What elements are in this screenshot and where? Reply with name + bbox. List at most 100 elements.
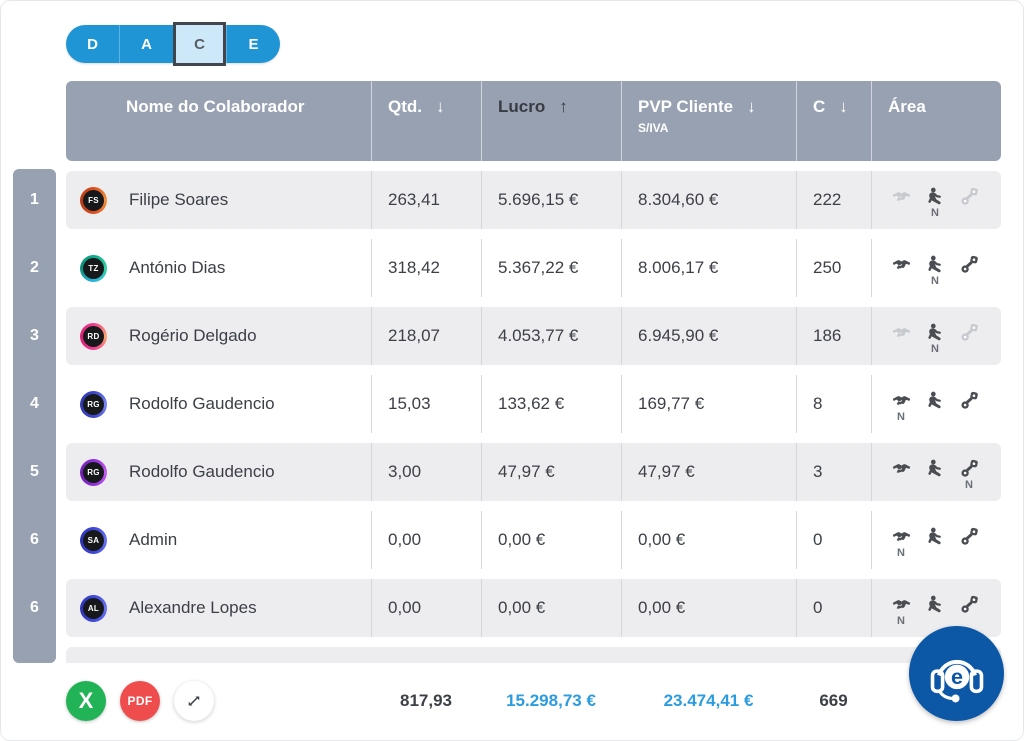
tab-e[interactable]: E — [226, 25, 280, 63]
column-header-nome[interactable]: Nome do Colaborador — [126, 97, 305, 116]
expand-button[interactable] — [174, 681, 214, 721]
handshake-icon[interactable] — [884, 186, 918, 219]
export-pdf-button[interactable]: PDF — [120, 681, 160, 721]
tab-c-selected[interactable]: C — [173, 22, 226, 66]
avatar: AL — [80, 594, 107, 622]
rank-number: 4 — [30, 395, 39, 412]
collaborator-name: António Dias — [129, 258, 226, 277]
tab-d[interactable]: D — [87, 35, 98, 53]
avatar-initials: RG — [83, 461, 104, 483]
handshake-icon[interactable]: N — [884, 526, 918, 559]
qtd-value: 318,42 — [371, 239, 481, 297]
qtd-value: 0,00 — [371, 511, 481, 569]
lucro-value: 5.696,15 € — [481, 171, 621, 229]
avatar: TZ — [80, 254, 107, 282]
c-value: 250 — [796, 239, 871, 297]
column-header-lucro[interactable]: Lucro ↑ — [481, 81, 621, 161]
mechanic-icon[interactable] — [918, 458, 952, 491]
area-icons: N — [871, 375, 1001, 433]
lucro-value: 47,97 € — [481, 443, 621, 501]
lucro-value: 4.053,77 € — [481, 307, 621, 365]
excel-icon: X — [78, 688, 94, 713]
table-row[interactable]: RG Rodolfo Gaudencio 3,00 47,97 € 47,97 €… — [66, 443, 1001, 501]
area-icons: N — [871, 511, 1001, 569]
table-row[interactable]: SA Admin 0,00 0,00 € 0,00 € 0 N — [66, 511, 1001, 569]
handshake-icon[interactable]: N — [884, 390, 918, 423]
table-row[interactable]: TZ António Dias 318,42 5.367,22 € 8.006,1… — [66, 239, 1001, 297]
sort-asc-icon[interactable]: ↑ — [559, 97, 568, 116]
collaborator-name: Alexandre Lopes — [129, 598, 257, 617]
parts-icon[interactable] — [952, 322, 986, 355]
rank-number: 6 — [30, 531, 39, 548]
truncated-next-row — [66, 647, 1001, 663]
support-chat-button[interactable] — [909, 626, 1004, 721]
c-value: 8 — [796, 375, 871, 433]
mechanic-icon[interactable] — [918, 594, 952, 627]
footer: X PDF 817,93 15.298,73 € 23.474,41 € 669 — [1, 663, 1023, 740]
table-row[interactable]: RG Rodolfo Gaudencio 15,03 133,62 € 169,7… — [66, 375, 1001, 433]
qtd-value: 263,41 — [371, 171, 481, 229]
mechanic-icon[interactable]: N — [918, 322, 952, 355]
sort-desc-icon[interactable]: ↓ — [839, 97, 848, 116]
handshake-icon[interactable]: N — [884, 594, 918, 627]
mechanic-icon[interactable] — [918, 526, 952, 559]
total-pvp: 23.474,41 € — [663, 691, 754, 710]
area-icons: N — [871, 239, 1001, 297]
table-header: Nome do Colaborador Qtd. ↓ Lucro ↑ PVP Cli… — [66, 81, 1001, 161]
export-excel-button[interactable]: X — [66, 681, 106, 721]
c-value: 0 — [796, 579, 871, 637]
column-header-area: Área — [871, 81, 1001, 161]
rank-number: 2 — [30, 259, 39, 276]
rank-number: 6 — [30, 599, 39, 616]
c-value: 0 — [796, 511, 871, 569]
avatar-initials: AL — [83, 597, 104, 619]
table-row[interactable]: RD Rogério Delgado 218,07 4.053,77 € 6.94… — [66, 307, 1001, 365]
parts-icon[interactable] — [952, 526, 986, 559]
avatar: FS — [80, 186, 107, 214]
lucro-value: 133,62 € — [481, 375, 621, 433]
sort-desc-icon[interactable]: ↓ — [436, 97, 445, 116]
pvp-label: PVP Cliente — [638, 97, 734, 116]
table-row[interactable]: FS Filipe Soares 263,41 5.696,15 € 8.304,… — [66, 171, 1001, 229]
table-row[interactable]: AL Alexandre Lopes 0,00 0,00 € 0,00 € 0 N — [66, 579, 1001, 637]
column-header-qtd[interactable]: Qtd. ↓ — [371, 81, 481, 161]
c-label: C — [813, 97, 826, 116]
mechanic-icon[interactable]: N — [918, 186, 952, 219]
handshake-icon[interactable] — [884, 322, 918, 355]
rank-number: 1 — [30, 191, 39, 208]
parts-icon[interactable] — [952, 254, 986, 287]
c-value: 186 — [796, 307, 871, 365]
qtd-value: 15,03 — [371, 375, 481, 433]
avatar: SA — [80, 526, 107, 554]
parts-icon[interactable] — [952, 186, 986, 219]
parts-icon[interactable]: N — [952, 458, 986, 491]
column-header-pvp[interactable]: PVP Cliente ↓ S/IVA — [621, 81, 796, 161]
handshake-icon[interactable] — [884, 254, 918, 287]
headset-icon — [921, 638, 993, 710]
column-header-c[interactable]: C ↓ — [796, 81, 871, 161]
pvp-value: 0,00 € — [621, 511, 796, 569]
parts-icon[interactable] — [952, 594, 986, 627]
lucro-value: 5.367,22 € — [481, 239, 621, 297]
mechanic-icon[interactable]: N — [918, 254, 952, 287]
pvp-value: 8.006,17 € — [621, 239, 796, 297]
tab-a[interactable]: A — [119, 25, 173, 63]
pvp-value: 6.945,90 € — [621, 307, 796, 365]
lucro-label: Lucro — [498, 97, 546, 116]
pvp-value: 0,00 € — [621, 579, 796, 637]
handshake-icon[interactable] — [884, 458, 918, 491]
totals-row: 817,93 15.298,73 € 23.474,41 € 669 — [66, 683, 1001, 719]
lucro-value: 0,00 € — [481, 579, 621, 637]
collaborator-name: Admin — [129, 530, 178, 549]
avatar: RG — [80, 390, 107, 418]
report-tabbar: D A C E — [66, 22, 280, 66]
avatar-initials: RD — [83, 325, 104, 347]
mechanic-icon[interactable] — [918, 390, 952, 423]
avatar: RD — [80, 322, 107, 350]
qtd-label: Qtd. — [388, 97, 422, 116]
area-icons: N — [871, 443, 1001, 501]
lucro-value: 0,00 € — [481, 511, 621, 569]
parts-icon[interactable] — [952, 390, 986, 423]
sort-desc-icon[interactable]: ↓ — [747, 97, 756, 116]
